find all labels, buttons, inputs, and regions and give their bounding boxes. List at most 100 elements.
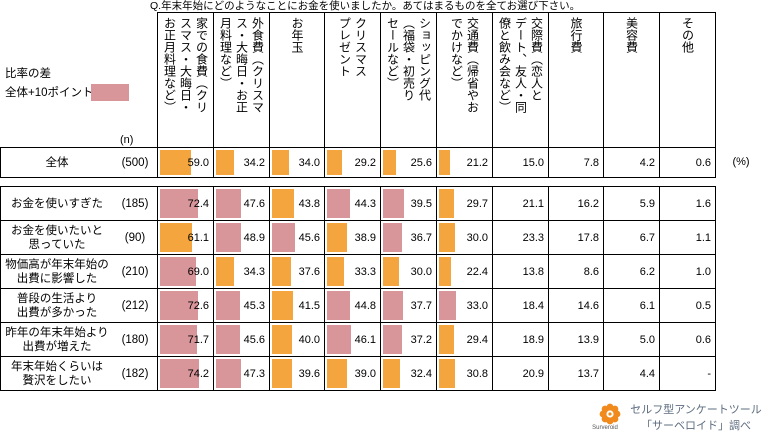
data-bar [160, 223, 192, 252]
table-cell: 15.0 [492, 147, 549, 178]
table-cell: 30.0 [436, 220, 493, 255]
cell-value: 8.6 [583, 265, 599, 278]
cell-value: 15.0 [522, 156, 544, 169]
cell-value: 30.0 [410, 265, 432, 278]
column-header: 家での食費（クリ スマス・大晦日・ お正月料理など） [157, 12, 214, 148]
highlight-bar [327, 325, 351, 354]
footer-tool-name: セルフ型アンケートツール [630, 404, 762, 416]
table-cell: 0.6 [659, 322, 716, 357]
table-cell: 0.5 [659, 288, 716, 323]
table-cell: 17.8 [548, 220, 604, 255]
column-header: 美容費 [603, 12, 660, 148]
table-cell: 34.3 [213, 254, 270, 289]
cell-value: 40.0 [298, 333, 320, 346]
cell-value: 45.3 [243, 299, 265, 312]
table-cell: 33.0 [436, 288, 493, 323]
table-cell: 5.9 [603, 186, 660, 221]
table-cell: 61.1 [157, 220, 214, 255]
cell-value: 47.6 [243, 197, 265, 210]
cell-value: 4.2 [639, 156, 655, 169]
data-bar [327, 359, 348, 388]
table-cell: 13.8 [492, 254, 549, 289]
table-cell: 39.0 [324, 356, 381, 391]
table-cell: 39.6 [269, 356, 325, 391]
highlight-bar [327, 291, 351, 320]
table-cell: 30.8 [436, 356, 493, 391]
sample-size: (212) [121, 299, 149, 312]
row-label: お金を使いたいと 思っていた [11, 224, 103, 251]
table-cell: 37.2 [380, 322, 437, 357]
cell-value: 29.4 [466, 333, 488, 346]
table-cell: 36.7 [380, 220, 437, 255]
table-cell: 18.4 [492, 288, 549, 323]
cell-value: 39.5 [410, 197, 432, 210]
column-header: その他 [659, 12, 716, 148]
table-cell: 8.6 [548, 254, 604, 289]
sample-size: (210) [121, 265, 149, 278]
column-header: 交通費（帰省やお でかけなど） [436, 12, 493, 148]
sample-size: (180) [121, 333, 149, 346]
table-cell: 13.9 [548, 322, 604, 357]
cell-value: 43.8 [298, 197, 320, 210]
table-cell: 32.4 [380, 356, 437, 391]
cell-value: - [707, 367, 711, 380]
highlight-bar [160, 189, 198, 218]
cell-value: 47.3 [243, 367, 265, 380]
row-header: 昨年の年末年始より 出費が増えた (180) [0, 322, 158, 357]
table-cell: 39.5 [380, 186, 437, 221]
total-row-header: 全体 (500) [0, 147, 158, 178]
cell-value: 46.1 [354, 333, 376, 346]
table-cell: 45.6 [269, 220, 325, 255]
table-cell: 21.1 [492, 186, 549, 221]
data-bar [272, 189, 295, 218]
cell-value: 30.8 [466, 367, 488, 380]
cell-value: 22.4 [466, 265, 488, 278]
table-cell: 33.3 [324, 254, 381, 289]
table-cell: 44.3 [324, 186, 381, 221]
table-cell: 6.1 [603, 288, 660, 323]
table-cell: 72.4 [157, 186, 214, 221]
cell-value: 5.9 [639, 197, 655, 210]
cell-value: 72.6 [187, 299, 209, 312]
data-bar [272, 291, 294, 320]
cell-value: 20.9 [522, 367, 544, 380]
data-bar [272, 150, 290, 175]
cell-value: 21.1 [522, 197, 544, 210]
highlight-bar [216, 359, 241, 388]
cell-value: 30.0 [466, 231, 488, 244]
cell-value: 36.7 [410, 231, 432, 244]
surveroid-logo-text: Surveroid [592, 425, 618, 431]
row-label: 年末年始くらいは 贅沢をしたい [11, 360, 103, 387]
table-cell: - [659, 356, 716, 391]
cell-value: 6.7 [639, 231, 655, 244]
highlight-bar [383, 291, 403, 320]
footer-source: 「サーベロイド」調べ [641, 420, 751, 432]
table-cell: 25.6 [380, 147, 437, 178]
table-cell: 6.7 [603, 220, 660, 255]
table-cell: 4.4 [603, 356, 660, 391]
highlight-bar [160, 291, 198, 320]
cell-value: 37.2 [410, 333, 432, 346]
table-cell: 29.7 [436, 186, 493, 221]
row-label: 昨年の年末年始より 出費が増えた [5, 326, 109, 353]
highlight-bar [383, 223, 403, 252]
table-cell: 37.7 [380, 288, 437, 323]
column-header: 外食費（クリスマ ス・大晦日・お正 月料理など） [213, 12, 270, 148]
cell-value: 41.5 [298, 299, 320, 312]
cell-value: 29.7 [466, 197, 488, 210]
cell-value: 13.7 [577, 367, 599, 380]
highlight-bar [216, 189, 241, 218]
cell-value: 4.4 [639, 367, 655, 380]
cell-value: 1.1 [695, 231, 711, 244]
table-cell: 7.8 [548, 147, 604, 178]
row-header: お金を使いすぎた (185) [0, 186, 158, 221]
cell-value: 21.2 [466, 156, 488, 169]
cell-value: 18.4 [522, 299, 544, 312]
table-cell: 43.8 [269, 186, 325, 221]
column-header-label: 旅行費 [569, 17, 583, 53]
highlight-bar [383, 325, 403, 354]
row-label: お金を使いすぎた [11, 197, 103, 210]
column-header-label: 家での食費（クリ スマス・大晦日・ お正月料理など） [162, 17, 209, 113]
